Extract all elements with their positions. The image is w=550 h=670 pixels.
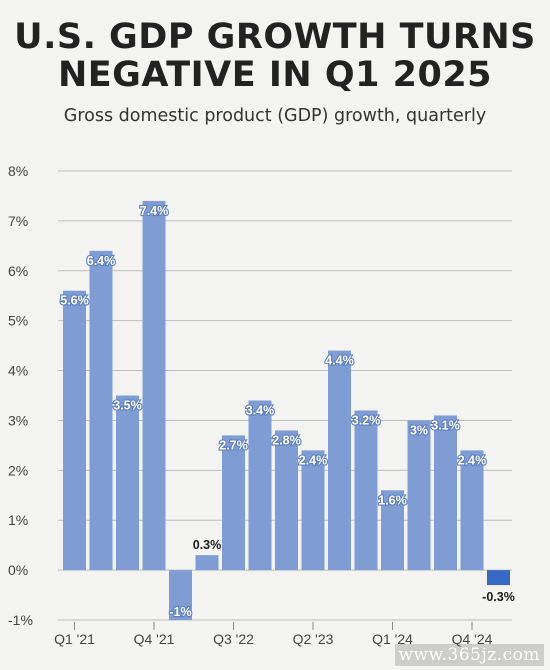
y-tick-label: -1% (8, 612, 33, 628)
x-tick-label: Q1 '24 (372, 631, 413, 647)
bar-value-label: 2.8% (272, 433, 301, 447)
bar (328, 350, 351, 571)
title-line-1: U.S. GDP GROWTH TURNS (14, 17, 536, 57)
bar (89, 250, 113, 571)
bar-value-label: 3.2% (352, 413, 381, 427)
bar (381, 490, 404, 571)
bar (354, 410, 378, 571)
bar-value-label: 5.6% (60, 294, 89, 308)
bar-value-label: 3% (410, 423, 428, 437)
y-tick-label: 8% (8, 163, 28, 179)
bar (301, 450, 325, 571)
watermark: www.365jz.com (394, 644, 544, 666)
bar-value-label: 3.5% (113, 399, 142, 413)
y-tick-label: 1% (8, 512, 28, 528)
x-tick-label: Q3 '22 (213, 631, 254, 647)
y-tick-label: 2% (8, 462, 28, 478)
bar (460, 450, 484, 571)
bar-value-label: 3.1% (431, 418, 460, 432)
bar-value-label: 4.4% (325, 354, 354, 368)
bar (275, 430, 298, 571)
bar (142, 200, 166, 571)
bar-value-label: 2.4% (458, 453, 487, 467)
bar-value-label: 1.6% (378, 493, 407, 507)
bar-value-label: 2.7% (219, 438, 248, 452)
bar-value-label: 3.4% (246, 403, 275, 417)
y-tick-label: 7% (8, 213, 28, 229)
bar (63, 290, 86, 571)
bar-value-label: 0.3% (193, 538, 222, 552)
bar-value-label: -1% (169, 605, 191, 619)
bar (248, 400, 272, 571)
y-tick-label: 4% (8, 363, 28, 379)
bar (487, 570, 510, 586)
x-tick-label: Q4 '24 (452, 631, 493, 647)
bar (434, 415, 457, 571)
bar-value-label: 7.4% (140, 204, 169, 218)
bar (169, 570, 192, 620)
y-tick-label: 5% (8, 313, 28, 329)
bar (222, 435, 245, 571)
chart-title: U.S. GDP GROWTH TURNS NEGATIVE IN Q1 202… (0, 18, 550, 94)
x-tick-label: Q1 '21 (54, 631, 95, 647)
chart-subtitle: Gross domestic product (GDP) growth, qua… (63, 106, 487, 126)
y-tick-label: 0% (8, 562, 28, 578)
bar (116, 395, 139, 571)
bar-value-label: -0.3% (482, 590, 515, 604)
y-tick-label: 6% (8, 263, 28, 279)
x-tick-label: Q2 '23 (293, 631, 334, 647)
bar-value-label: 6.4% (87, 254, 116, 268)
bar-value-label: 2.4% (299, 453, 328, 467)
y-tick-label: 3% (8, 412, 28, 428)
bar (407, 420, 431, 571)
x-tick-label: Q4 '21 (134, 631, 175, 647)
bar (195, 555, 219, 571)
title-line-2: NEGATIVE IN Q1 2025 (57, 55, 493, 95)
